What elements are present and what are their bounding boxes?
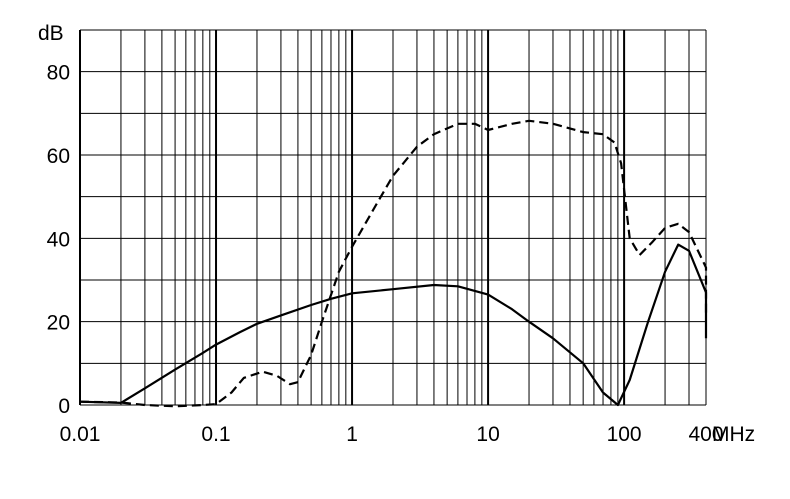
solid-series-line — [79, 243, 708, 407]
y-tick-label: 80 — [47, 62, 70, 85]
x-tick-label: 0.01 — [60, 423, 101, 446]
series-group — [79, 119, 708, 408]
x-unit-label: MHz — [712, 423, 755, 446]
y-tick-label: 40 — [47, 228, 70, 251]
x-tick-label: 0.1 — [201, 423, 230, 446]
y-tick-label: 60 — [47, 145, 70, 168]
dashed-series-line — [79, 119, 708, 408]
y-tick-labels: 0 20 40 60 80 — [47, 62, 70, 418]
x-tick-label: 1 — [346, 423, 358, 446]
x-tick-label: 400 — [688, 423, 723, 446]
x-tick-labels: 0.01 0.1 1 10 100 400 — [60, 423, 724, 446]
y-tick-label: 0 — [58, 395, 70, 418]
x-tick-label: 10 — [476, 423, 499, 446]
y-unit-label: dB — [38, 22, 64, 45]
y-tick-label: 20 — [47, 312, 70, 335]
x-tick-label: 100 — [607, 423, 642, 446]
grid — [79, 29, 707, 406]
